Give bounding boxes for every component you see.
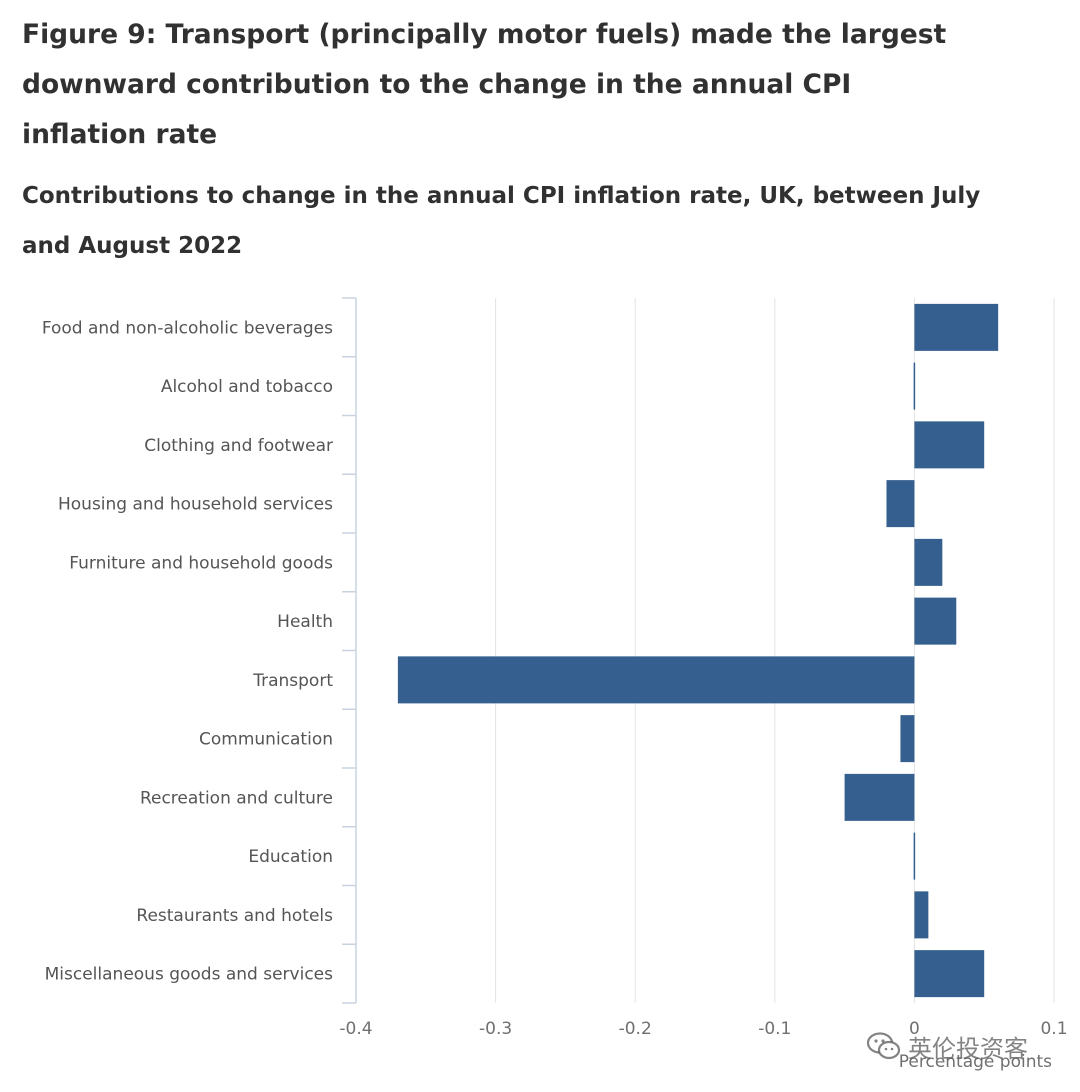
category-label: Clothing and footwear	[144, 436, 333, 456]
x-tick-label: -0.2	[619, 1019, 652, 1039]
x-tick-label: -0.1	[758, 1019, 791, 1039]
category-label: Recreation and culture	[140, 788, 333, 808]
category-label: Alcohol and tobacco	[161, 377, 333, 397]
bar	[914, 421, 985, 469]
bar	[913, 832, 916, 880]
bar	[844, 773, 915, 821]
category-label: Miscellaneous goods and services	[45, 965, 334, 985]
bar	[914, 597, 957, 645]
x-tick-label: -0.4	[339, 1019, 372, 1039]
bar	[900, 715, 915, 763]
x-tick-label: -0.3	[479, 1019, 512, 1039]
bar	[914, 303, 999, 351]
category-label: Education	[248, 847, 333, 867]
y-axis	[342, 297, 357, 1004]
bars	[397, 303, 999, 998]
x-axis-title: Percentage points	[899, 1052, 1052, 1072]
bar	[913, 362, 916, 410]
category-label: Furniture and household goods	[69, 553, 333, 573]
x-tick-label: 0	[909, 1019, 920, 1039]
category-label: Health	[277, 612, 333, 632]
category-label: Transport	[252, 671, 333, 691]
gridlines	[495, 298, 1055, 1003]
category-label: Communication	[199, 730, 333, 750]
chart-title: Figure 9: Transport (principally motor f…	[22, 19, 947, 150]
category-label: Housing and household services	[58, 495, 333, 515]
bar	[914, 950, 985, 998]
bar	[397, 656, 915, 704]
category-label: Food and non-alcoholic beverages	[42, 318, 333, 338]
bar	[914, 538, 943, 586]
category-labels: Food and non-alcoholic beverages Alcohol …	[42, 318, 334, 984]
x-axis-ticks: -0.4 -0.3 -0.2 -0.1 0 0.1	[339, 1019, 1067, 1039]
x-tick-label: 0.1	[1040, 1019, 1067, 1039]
bar	[886, 480, 915, 528]
chart-subtitle: Contributions to change in the annual CP…	[22, 183, 981, 259]
category-label: Restaurants and hotels	[136, 906, 333, 926]
bar	[914, 891, 929, 939]
